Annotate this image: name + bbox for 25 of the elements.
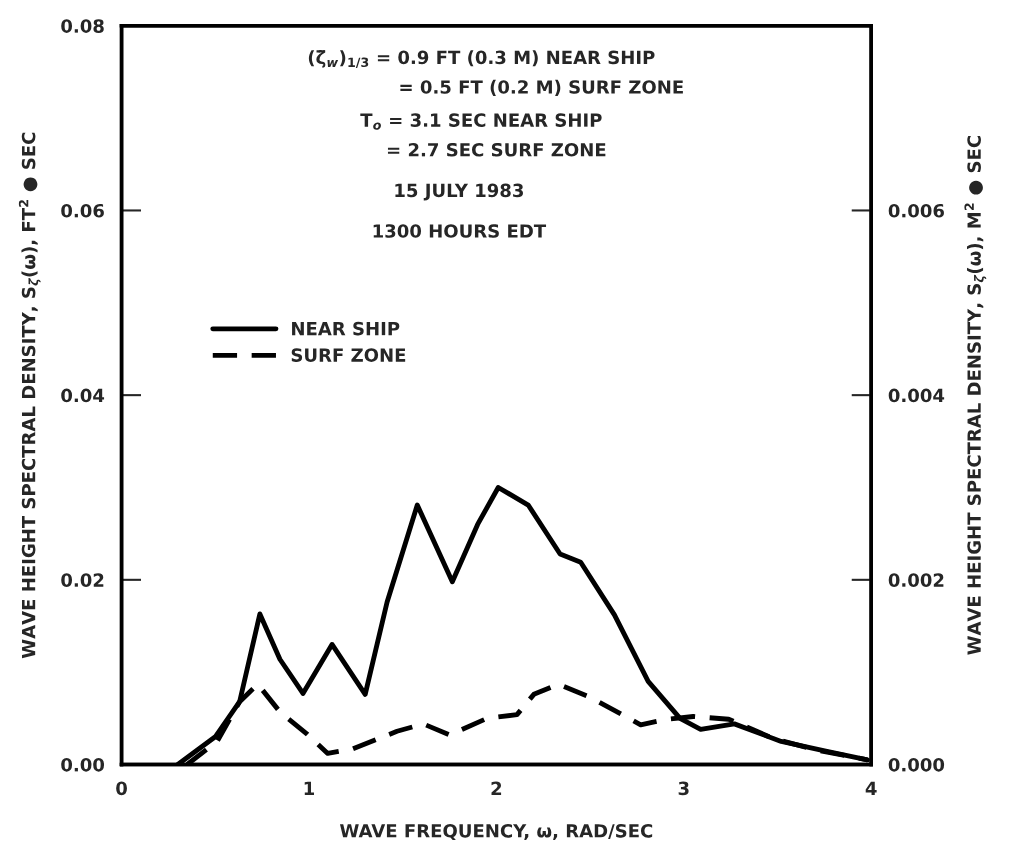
annotation: T$_{o}$ = 3.1 SEC NEAR SHIP bbox=[360, 113, 602, 130]
annotation: 15 JULY 1983 bbox=[395, 183, 523, 201]
x-tick-label: 3 bbox=[678, 781, 689, 796]
y2-axis-title: WAVE HEIGHT SPECTRAL DENSITY, S$_{ζ}$(ω), M$^{2}$ ● SEC bbox=[964, 136, 987, 655]
x-tick-label: 2 bbox=[491, 781, 502, 795]
y-tick-label: 0.00 bbox=[61, 757, 105, 772]
x-tick-label: 1 bbox=[304, 781, 315, 795]
x-tick-label: 0 bbox=[116, 781, 127, 796]
annotation: = 0.5 FT (0.2 M) SURF ZONE bbox=[400, 79, 683, 96]
y-tick-label: 0.06 bbox=[61, 203, 104, 218]
annotation: 1300 HOURS EDT bbox=[373, 224, 547, 238]
y2-tick-label: 0.002 bbox=[888, 573, 944, 587]
y2-tick-label: 0.000 bbox=[888, 757, 945, 772]
y2-tick-label: 0.004 bbox=[888, 388, 945, 403]
legend-label: SURF ZONE bbox=[291, 348, 406, 362]
x-tick-label: 4 bbox=[865, 781, 877, 795]
annotation: (ζ̃$_{w}$)$_{1/3}$ = 0.9 FT (0.3 M) NEAR SHIP bbox=[308, 49, 655, 69]
y-tick-label: 0.04 bbox=[61, 388, 105, 403]
y2-tick-label: 0.006 bbox=[888, 203, 944, 218]
y-axis-title: WAVE HEIGHT SPECTRAL DENSITY, S$_{ζ}$(ω), FT$^{2}$ ● SEC bbox=[18, 132, 41, 659]
y-tick-label: 0.02 bbox=[61, 573, 104, 587]
x-axis-title: WAVE FREQUENCY, ω, RAD/SEC bbox=[339, 823, 653, 841]
annotation: = 2.7 SEC SURF ZONE bbox=[387, 142, 606, 157]
legend-label: NEAR SHIP bbox=[292, 321, 400, 336]
y-tick-label: 0.08 bbox=[61, 19, 104, 33]
